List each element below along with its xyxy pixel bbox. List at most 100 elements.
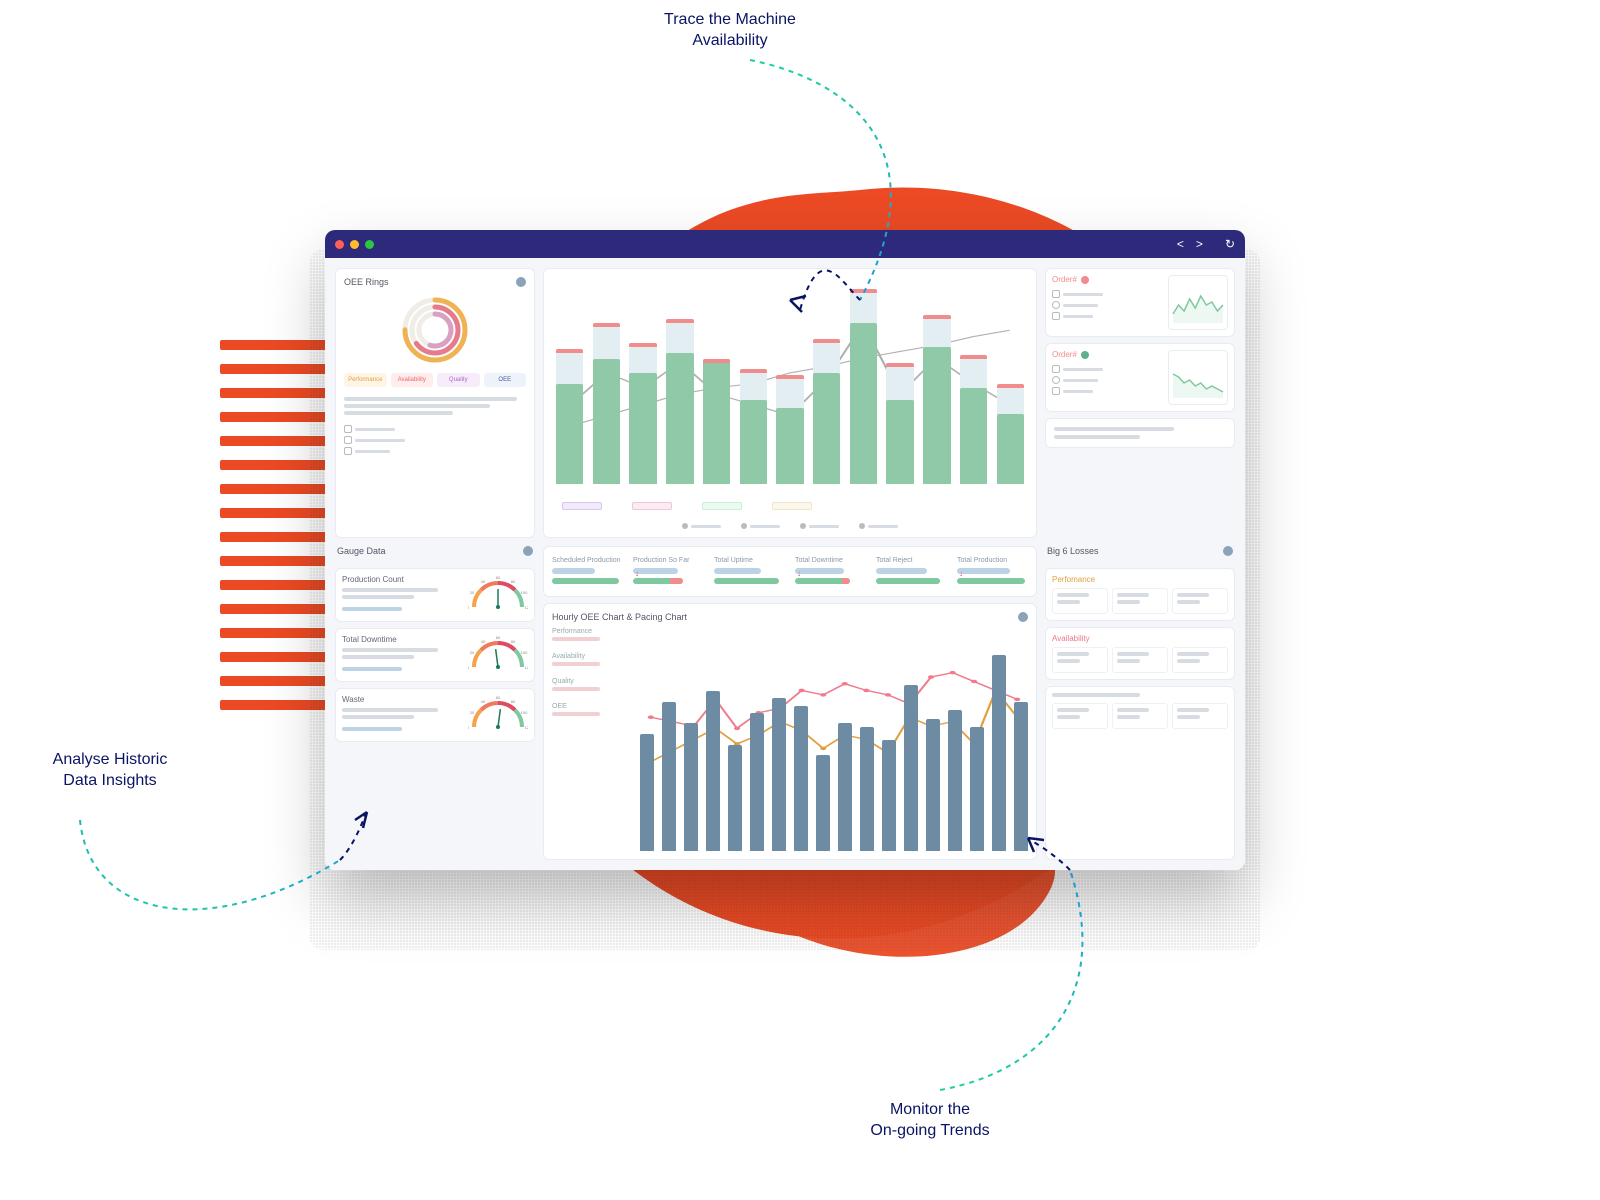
big6-cell	[1052, 703, 1108, 729]
hourly-legend: PerformanceAvailabilityQualityOEE	[552, 628, 632, 851]
hourly-bar	[640, 734, 654, 851]
hourly-bar	[706, 691, 720, 851]
minimize-dot[interactable]	[350, 240, 359, 249]
info-icon[interactable]	[516, 277, 526, 287]
kpi-label: Total Downtime	[795, 557, 866, 564]
oee-chips: Performance AvailabilityQuality OEE	[344, 373, 526, 387]
timeline-block	[772, 502, 812, 510]
orders-column: Order# Order#	[1045, 268, 1235, 538]
svg-text:100: 100	[521, 710, 528, 715]
big6-cell	[1172, 588, 1228, 614]
oee-chip[interactable]: Performance	[344, 373, 387, 387]
svg-text:20: 20	[470, 590, 475, 595]
kpi-row: Scheduled Production Production So Far ↓…	[543, 546, 1037, 597]
order-status-icon	[1081, 351, 1089, 359]
hourly-title: Hourly OEE Chart & Pacing Chart	[552, 612, 687, 622]
svg-text:40: 40	[481, 639, 486, 644]
hourly-chart	[640, 628, 1028, 851]
info-icon[interactable]	[1223, 546, 1233, 556]
kpi-item: Total Production ↓	[957, 557, 1028, 584]
hourly-legend-item: OEE	[552, 703, 632, 716]
down-arrow-icon: ↓	[959, 569, 963, 578]
hourly-bar	[728, 745, 742, 852]
svg-text:60: 60	[496, 695, 501, 700]
oee-chip[interactable]: Availability	[391, 373, 434, 387]
svg-text:120: 120	[525, 665, 528, 670]
timeline-block	[562, 502, 602, 510]
main-bar	[629, 283, 656, 484]
hourly-bar	[816, 755, 830, 851]
kpi-item: Scheduled Production	[552, 557, 623, 584]
kpi-label: Total Production	[957, 557, 1028, 564]
main-bar	[556, 283, 583, 484]
maximize-dot[interactable]	[365, 240, 374, 249]
hourly-bar	[684, 723, 698, 851]
big6-column: Big 6 Losses Perfomance Availability	[1045, 546, 1235, 860]
kpi-label: Total Reject	[876, 557, 947, 564]
callout-monitor: Monitor theOn-going Trends	[800, 1100, 1060, 1142]
hourly-bar	[662, 702, 676, 851]
nav-back-icon[interactable]: <	[1177, 237, 1184, 251]
hourly-oee-panel: Hourly OEE Chart & Pacing Chart Performa…	[543, 603, 1037, 860]
svg-text:100: 100	[521, 590, 528, 595]
big6-cell	[1172, 647, 1228, 673]
timeline-block	[702, 502, 742, 510]
big6-cell	[1052, 588, 1108, 614]
arrow-trace	[720, 50, 1000, 350]
hourly-bar	[750, 713, 764, 851]
order-sparkline	[1168, 350, 1228, 405]
arrow-monitor	[900, 830, 1160, 1110]
kpi-label: Scheduled Production	[552, 557, 623, 564]
oee-rings-title: OEE Rings	[344, 277, 389, 287]
gauge-label: Production Count	[342, 575, 462, 584]
hourly-legend-item: Performance	[552, 628, 632, 641]
gauge-label: Total Downtime	[342, 635, 462, 644]
svg-text:40: 40	[481, 699, 486, 704]
gauge-card: Production Count 020406080100120	[335, 568, 535, 622]
order-status-icon	[1081, 276, 1089, 284]
order-card[interactable]: Order#	[1045, 343, 1235, 412]
big6-cell	[1112, 647, 1168, 673]
hourly-bar	[882, 740, 896, 851]
big6-cell	[1112, 588, 1168, 614]
hourly-bar	[1014, 702, 1028, 851]
order-card[interactable]: Order#	[1045, 268, 1235, 337]
nav-reload-icon[interactable]: ↻	[1225, 237, 1235, 251]
timeline-block	[632, 502, 672, 510]
down-arrow-icon: ↓	[797, 569, 801, 578]
hourly-bar	[904, 685, 918, 851]
oee-chip[interactable]: Quality	[437, 373, 480, 387]
callout-analyse: Analyse HistoricData Insights	[10, 750, 210, 792]
svg-text:100: 100	[521, 650, 528, 655]
gauge-chart: 020406080100120	[468, 635, 528, 675]
svg-text:80: 80	[511, 579, 516, 584]
oee-chip[interactable]: OEE	[484, 373, 527, 387]
gauge-card: Waste 020406080100120	[335, 688, 535, 742]
order-sparkline	[1168, 275, 1228, 330]
kpi-item: Total Downtime ↓	[795, 557, 866, 584]
order-title-label: Order#	[1052, 275, 1077, 284]
svg-text:80: 80	[511, 699, 516, 704]
svg-text:60: 60	[496, 635, 501, 640]
big6-cell	[1112, 703, 1168, 729]
nav-fwd-icon[interactable]: >	[1196, 237, 1203, 251]
hourly-bar	[992, 655, 1006, 851]
info-icon[interactable]	[523, 546, 533, 556]
callout-trace: Trace the MachineAvailability	[600, 10, 860, 52]
close-dot[interactable]	[335, 240, 344, 249]
gauge-card: Total Downtime 020406080100120	[335, 628, 535, 682]
svg-text:120: 120	[525, 605, 528, 610]
timeline-strip	[552, 496, 1028, 516]
big6-title: Big 6 Losses	[1047, 546, 1099, 556]
big6-section: Availability	[1045, 627, 1235, 680]
kpi-item: Production So Far ↓	[633, 557, 704, 584]
info-icon[interactable]	[1018, 612, 1028, 622]
svg-text:0: 0	[468, 725, 470, 730]
down-arrow-icon: ↓	[635, 569, 639, 578]
gauge-chart: 020406080100120	[468, 695, 528, 735]
big6-label: Perfomance	[1052, 575, 1228, 584]
big6-cell	[1052, 647, 1108, 673]
arrow-analyse	[60, 800, 380, 980]
svg-text:60: 60	[496, 575, 501, 580]
svg-text:20: 20	[470, 710, 475, 715]
